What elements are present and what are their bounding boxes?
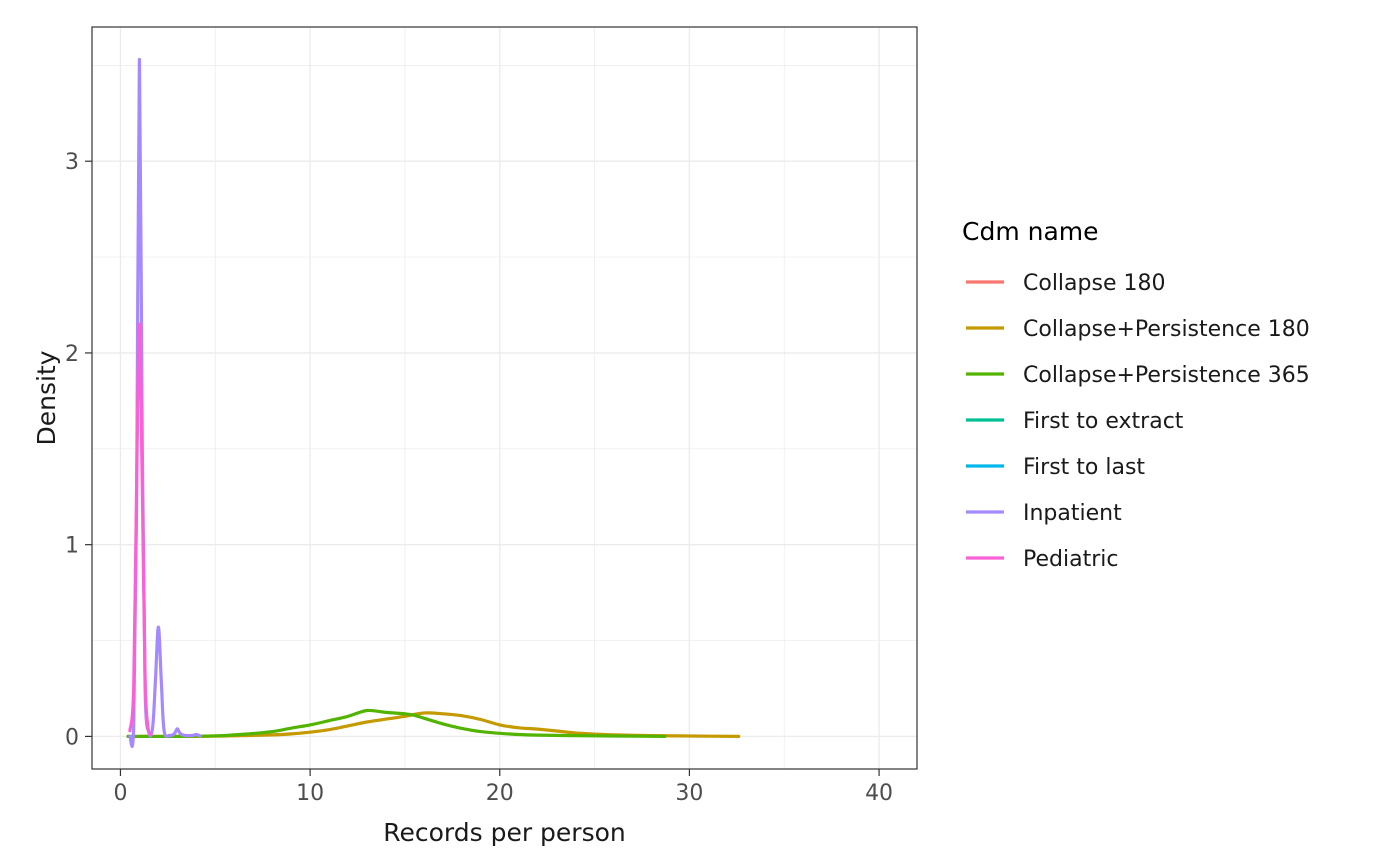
legend-item-first-to-extract: First to extract: [966, 409, 1184, 434]
grid-lines: [92, 27, 917, 769]
x-tick-label: 20: [486, 781, 514, 806]
x-axis-title: Records per person: [383, 818, 626, 847]
legend-label: First to extract: [1023, 409, 1184, 434]
x-tick-label: 10: [296, 781, 324, 806]
legend-item-pediatric: Pediatric: [966, 547, 1118, 572]
x-tick-label: 30: [675, 781, 703, 806]
y-axis-title: Density: [32, 350, 61, 445]
legend-item-collapse-persistence-365: Collapse+Persistence 365: [966, 363, 1310, 388]
y-axis: 0 1 2 3: [65, 150, 92, 750]
legend: Cdm name Collapse 180 Collapse+Persistenc…: [962, 217, 1310, 572]
series-line-collapse-persistence-180: [137, 711, 741, 739]
y-tick-label: 3: [65, 150, 79, 175]
legend-label: Collapse+Persistence 365: [1023, 363, 1310, 388]
legend-label: First to last: [1023, 455, 1145, 480]
x-tick-label: 0: [113, 781, 127, 806]
y-tick-label: 0: [65, 725, 79, 750]
x-axis: 0 10 20 30 40: [113, 769, 893, 806]
legend-label: Collapse 180: [1023, 271, 1165, 296]
series-line-pediatric: [128, 322, 153, 737]
series-line-collapse-persistence-365: [126, 708, 667, 739]
x-tick-label: 40: [865, 781, 893, 806]
legend-item-collapse-180: Collapse 180: [966, 271, 1165, 296]
legend-title: Cdm name: [962, 217, 1099, 246]
panel-border: [91, 26, 918, 770]
legend-item-collapse-persistence-180: Collapse+Persistence 180: [966, 317, 1310, 342]
legend-label: Inpatient: [1023, 501, 1122, 526]
legend-label: Pediatric: [1023, 547, 1118, 572]
legend-item-first-to-last: First to last: [966, 455, 1145, 480]
y-tick-label: 1: [65, 534, 79, 559]
legend-label: Collapse+Persistence 180: [1023, 317, 1310, 342]
series-layer: [126, 57, 741, 748]
y-tick-label: 2: [65, 342, 79, 367]
series-line-inpatient: [128, 57, 202, 748]
legend-item-inpatient: Inpatient: [966, 501, 1122, 526]
